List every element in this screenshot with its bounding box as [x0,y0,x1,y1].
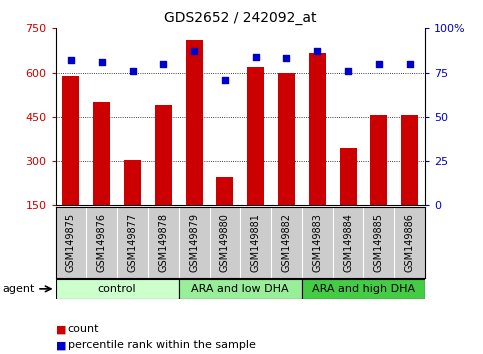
Bar [93,102,110,205]
Text: GSM149878: GSM149878 [158,213,168,272]
Text: GSM149881: GSM149881 [251,213,261,272]
Text: ARA and low DHA: ARA and low DHA [191,284,289,294]
Bar [278,74,295,205]
Bar [62,75,79,205]
Text: ■: ■ [56,340,66,350]
Point [221,77,229,82]
Point [344,68,352,74]
Bar [124,160,141,205]
Text: GSM149876: GSM149876 [97,213,107,272]
Text: GSM149884: GSM149884 [343,213,353,272]
Bar [179,279,302,299]
Bar [370,115,387,205]
Text: GSM149886: GSM149886 [405,213,414,272]
Bar [56,279,179,299]
Text: GSM149875: GSM149875 [66,213,76,272]
Text: GSM149883: GSM149883 [313,213,322,272]
Text: count: count [68,324,99,334]
Text: GSM149879: GSM149879 [189,213,199,272]
Point [159,61,167,67]
Point [67,57,75,63]
Text: GDS2652 / 242092_at: GDS2652 / 242092_at [164,11,316,25]
Text: control: control [98,284,136,294]
Bar [340,148,356,205]
Point [283,56,290,61]
Text: GSM149885: GSM149885 [374,213,384,272]
Text: GSM149880: GSM149880 [220,213,230,272]
Text: GSM149877: GSM149877 [128,213,138,272]
Bar [309,53,326,205]
Bar [185,40,202,205]
Bar [247,67,264,205]
Point [98,59,106,65]
Bar [401,115,418,205]
Point [375,61,383,67]
Text: percentile rank within the sample: percentile rank within the sample [68,340,256,350]
Text: GSM149882: GSM149882 [282,213,291,272]
Bar [302,279,425,299]
Point [252,54,259,59]
Bar [216,177,233,205]
Point [406,61,413,67]
Bar [155,105,172,205]
Point [313,48,321,54]
Text: agent: agent [2,284,35,294]
Point [128,68,136,74]
Text: ■: ■ [56,324,66,334]
Point [190,48,198,54]
Text: ARA and high DHA: ARA and high DHA [312,284,415,294]
